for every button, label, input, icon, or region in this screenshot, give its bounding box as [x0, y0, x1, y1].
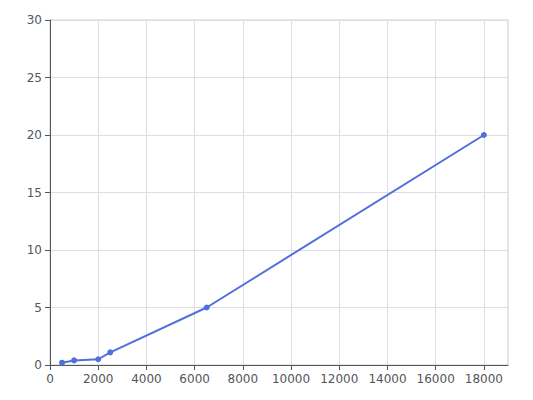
svg-text:6000: 6000 [179, 372, 210, 386]
svg-text:5: 5 [34, 301, 42, 315]
svg-text:10: 10 [27, 243, 42, 257]
svg-text:0: 0 [34, 358, 42, 372]
svg-text:25: 25 [27, 71, 42, 85]
svg-text:8000: 8000 [228, 372, 259, 386]
svg-text:4000: 4000 [131, 372, 162, 386]
svg-text:30: 30 [27, 13, 42, 27]
svg-text:12000: 12000 [320, 372, 358, 386]
svg-text:15: 15 [27, 186, 42, 200]
svg-text:0: 0 [46, 372, 54, 386]
svg-text:16000: 16000 [417, 372, 455, 386]
svg-text:14000: 14000 [368, 372, 406, 386]
svg-text:2000: 2000 [83, 372, 114, 386]
svg-text:20: 20 [27, 128, 42, 142]
svg-text:18000: 18000 [465, 372, 503, 386]
svg-text:10000: 10000 [272, 372, 310, 386]
